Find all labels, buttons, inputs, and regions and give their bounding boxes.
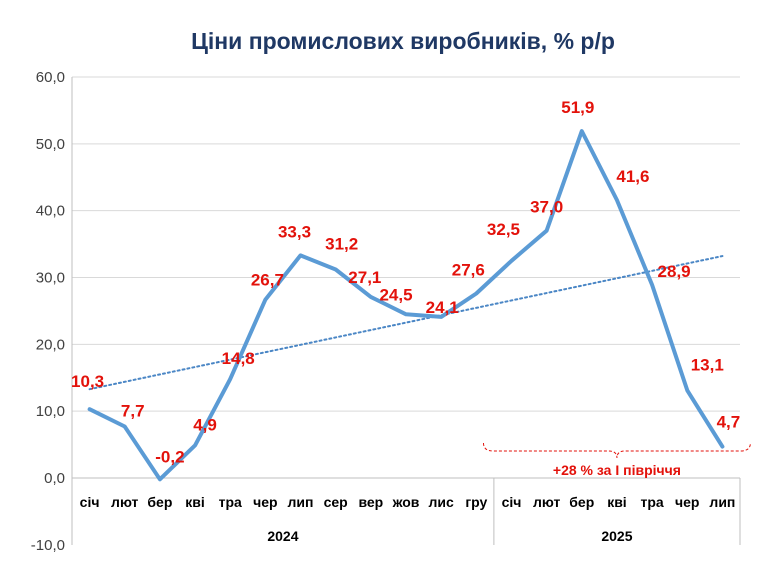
trendline — [88, 255, 724, 391]
data-label: 27,1 — [348, 268, 381, 287]
data-label: 10,3 — [71, 372, 104, 391]
data-label: 31,2 — [325, 234, 358, 253]
annotation-brace — [482, 442, 751, 459]
x-tick-label: чер — [675, 494, 699, 510]
y-tick-label: -10,0 — [31, 537, 65, 554]
y-tick-label: 10,0 — [36, 403, 65, 420]
data-label: 37,0 — [530, 198, 563, 217]
x-tick-label: лис — [429, 494, 455, 510]
y-axis: -10,0 0,0 10,0 20,0 30,0 40,0 50,0 60,0 — [31, 69, 65, 554]
x-tick-label: лип — [288, 494, 314, 510]
x-tick-label: бер — [569, 494, 594, 510]
data-label: 33,3 — [278, 222, 311, 241]
x-axis — [71, 77, 741, 545]
data-label: 26,7 — [251, 271, 284, 290]
x-tick-label: січ — [502, 494, 522, 510]
data-label: 51,9 — [561, 98, 594, 117]
x-tick-label: лют — [533, 494, 561, 510]
data-label: 13,1 — [691, 355, 724, 374]
y-tick-label: 60,0 — [36, 69, 65, 86]
x-tick-label: бер — [147, 494, 172, 510]
data-label: -0,2 — [155, 447, 184, 466]
x-tick-label: сер — [324, 494, 348, 510]
data-label: 7,7 — [121, 402, 145, 421]
x-tick-label: лип — [709, 494, 735, 510]
x-tick-label: вер — [358, 494, 383, 510]
year-groups: 2024 2025 — [267, 528, 632, 544]
x-tick-label: чер — [253, 494, 277, 510]
chart-title: Ціни промислових виробників, % р/р — [191, 28, 615, 54]
series-line-path — [87, 129, 725, 482]
annotation: +28 % за І півріччя — [482, 442, 751, 478]
year-label: 2025 — [601, 528, 632, 544]
y-tick-label: 50,0 — [36, 136, 65, 153]
data-label: 41,6 — [616, 167, 649, 186]
x-tick-label: тра — [641, 494, 664, 510]
data-label: 27,6 — [452, 261, 485, 280]
grid — [72, 76, 740, 479]
data-label: 4,9 — [193, 415, 217, 434]
y-tick-label: 0,0 — [44, 470, 65, 487]
x-tick-label: кві — [185, 494, 205, 510]
data-label: 24,1 — [426, 298, 459, 317]
annotation-text: +28 % за І півріччя — [553, 462, 681, 478]
y-tick-label: 40,0 — [36, 203, 65, 220]
x-tick-labels: січ лют бер кві тра чер лип сер вер жов лис гру січ л… — [80, 494, 736, 510]
x-tick-label: гру — [465, 494, 487, 510]
x-tick-label: тра — [219, 494, 242, 510]
data-label: 14,8 — [222, 349, 255, 368]
data-label: 32,5 — [487, 220, 520, 239]
x-tick-label: січ — [80, 494, 100, 510]
data-label: 24,5 — [379, 285, 412, 304]
data-labels: 10,3 7,7 -0,2 4,9 14,8 26,7 33,3 31,2 27,124,5 24… — [71, 98, 740, 466]
data-label: 28,9 — [658, 262, 691, 281]
data-label: 4,7 — [717, 413, 741, 432]
series-line — [87, 129, 725, 482]
y-tick-label: 20,0 — [36, 336, 65, 353]
year-label: 2024 — [267, 528, 298, 544]
trendline-path — [88, 255, 724, 391]
x-tick-label: жов — [392, 494, 420, 510]
x-tick-label: кві — [607, 494, 627, 510]
x-tick-label: лют — [111, 494, 139, 510]
y-tick-label: 30,0 — [36, 270, 65, 287]
